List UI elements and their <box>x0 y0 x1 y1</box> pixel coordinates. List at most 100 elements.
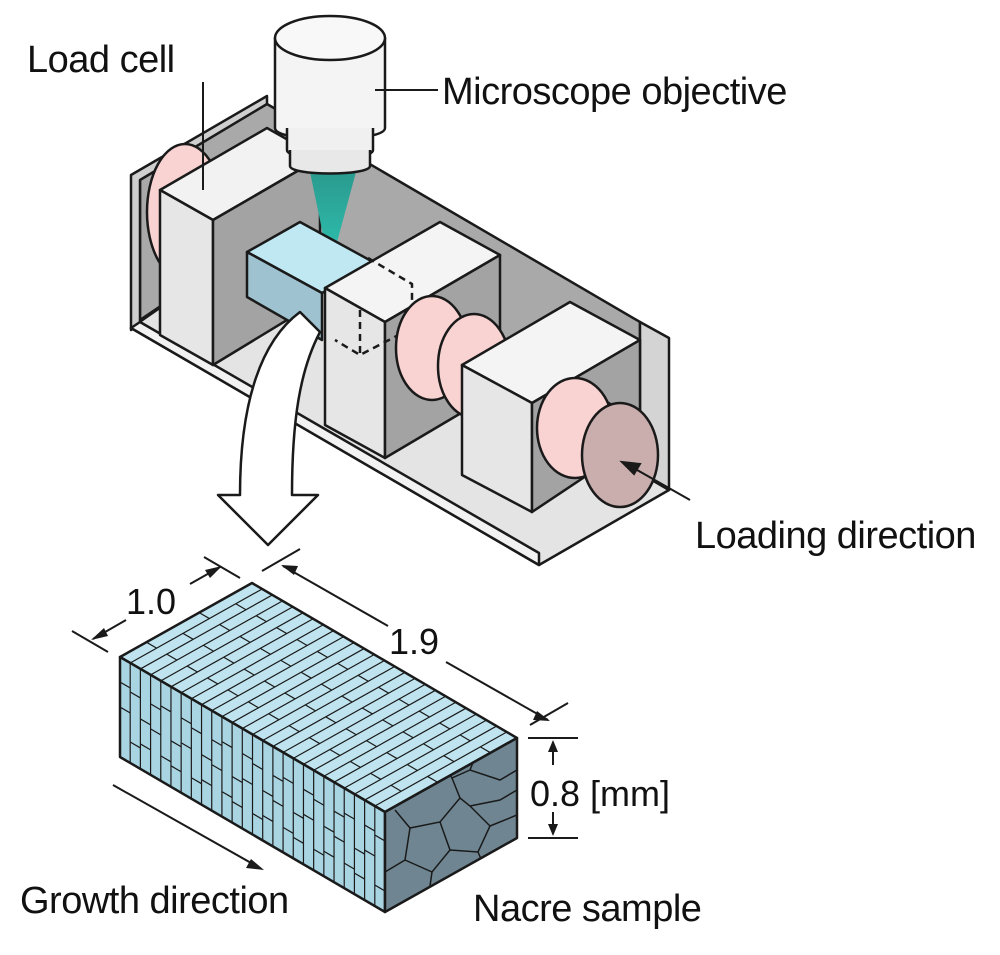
height-arrowhead-top <box>548 740 558 752</box>
height-arrowhead-bottom <box>548 824 558 836</box>
testing-apparatus <box>129 14 671 567</box>
platelet-top-cross <box>268 713 280 721</box>
platelet-row-line <box>201 779 213 787</box>
loading-cylinder-face <box>580 401 660 509</box>
platelet-row-line <box>313 848 325 856</box>
platelet-top-cross <box>443 755 455 763</box>
length-arrowhead-left <box>281 565 298 575</box>
platelet-row-line <box>180 742 192 750</box>
platelet-top-cross <box>427 775 439 783</box>
length-ext-right <box>529 702 569 726</box>
platelet-row-line <box>170 740 182 748</box>
microscope-beam <box>310 172 356 268</box>
platelet-top-cross <box>459 734 471 742</box>
platelet-row-line <box>262 789 274 797</box>
platelet-top-cross <box>321 683 333 691</box>
platelet-row-line <box>180 717 192 725</box>
nacre-sample <box>118 581 519 914</box>
platelet-top-line <box>282 677 416 753</box>
loading-direction-leader <box>629 465 691 501</box>
platelet-top-line <box>354 719 487 795</box>
platelet-top-line <box>160 606 294 682</box>
growth-direction-line <box>112 784 261 869</box>
platelet-top-cross <box>439 722 451 730</box>
platelet-top-line <box>374 731 508 807</box>
platelet-top-cross <box>248 701 259 709</box>
platelet-top-line <box>262 665 395 741</box>
platelet-row-line <box>160 755 172 763</box>
platelet-top-cross <box>207 677 219 685</box>
platelet-row-line <box>272 799 284 807</box>
dimension-lines <box>71 548 578 869</box>
platelet-top-line <box>313 695 446 771</box>
platelet-top-line <box>303 689 436 765</box>
platelet-top-cross <box>309 737 320 745</box>
width-arrowhead-left <box>91 628 108 640</box>
platelet-row-line <box>374 834 385 842</box>
arrowheads <box>91 565 558 870</box>
platelet-row-line <box>252 812 263 820</box>
platelet-top-cross <box>255 615 267 623</box>
length-ext-left <box>261 548 301 572</box>
platelet-top-cross <box>317 650 328 658</box>
platelet-row-line <box>323 825 335 833</box>
platelet-top-cross <box>304 704 316 712</box>
platelet-row-line <box>343 862 355 870</box>
length-arrowhead-right <box>533 711 550 721</box>
platelet-top-cross <box>235 603 247 611</box>
platelet-top-line <box>242 654 375 730</box>
platelet-top-cross <box>264 680 276 688</box>
platelet-top-cross <box>361 707 373 715</box>
platelet-top-line <box>364 725 497 801</box>
leader-lines <box>202 82 691 501</box>
platelet-top-cross <box>182 632 194 640</box>
platelet-top-cross <box>386 752 398 760</box>
length-dim-line-1 <box>282 565 389 627</box>
platelet-row-line <box>191 727 202 735</box>
platelet-top-cross <box>382 719 394 727</box>
height-dimension-label: 0.8 [mm] <box>530 773 670 814</box>
platelet-top-cross <box>227 689 239 697</box>
platelet-top-line <box>231 648 365 724</box>
objective-tip <box>288 150 372 175</box>
platelet-row-line <box>354 872 365 880</box>
platelet-top-cross <box>166 653 178 661</box>
platelet-row-line <box>129 691 141 699</box>
platelet-top-line <box>323 701 457 777</box>
platelet-top-cross <box>260 647 271 655</box>
nacre-sample-label: Nacre sample <box>473 888 701 930</box>
platelet-row-line <box>140 743 151 751</box>
platelet-top-cross <box>276 627 288 635</box>
platelet-top-cross <box>296 639 308 647</box>
platelet-top-cross <box>349 760 361 768</box>
platelet-row-line <box>242 778 253 786</box>
platelet-top-cross <box>341 695 353 703</box>
platelet-row-line <box>120 706 131 714</box>
platelet-row-line <box>231 801 243 809</box>
platelet-top-line <box>333 707 467 783</box>
width-arrowhead-right <box>205 566 222 578</box>
platelet-row-line <box>262 814 274 822</box>
platelet-top-cross <box>357 674 369 682</box>
platelet-top-cross <box>280 659 292 667</box>
load-cell-label: Load cell <box>27 39 175 81</box>
length-dimension-label: 1.9 <box>389 621 439 662</box>
frame-floor-lip <box>129 320 541 567</box>
platelet-row-line <box>211 739 223 747</box>
platelet-row-line <box>343 812 355 820</box>
platelet-row-line <box>170 765 182 773</box>
platelet-row-line <box>374 884 385 892</box>
platelet-row-line <box>150 703 162 711</box>
platelet-row-line <box>282 826 294 834</box>
platelet-row-line <box>191 777 202 785</box>
width-ext-left <box>71 630 109 653</box>
growth-arrowhead <box>246 859 264 870</box>
platelet-top-cross <box>366 740 377 748</box>
objective-top <box>273 14 387 62</box>
platelet-top-cross <box>203 644 214 652</box>
loading-direction-arrowhead <box>619 460 642 476</box>
platelet-row-line <box>160 705 172 713</box>
platelet-top-cross <box>284 692 296 700</box>
